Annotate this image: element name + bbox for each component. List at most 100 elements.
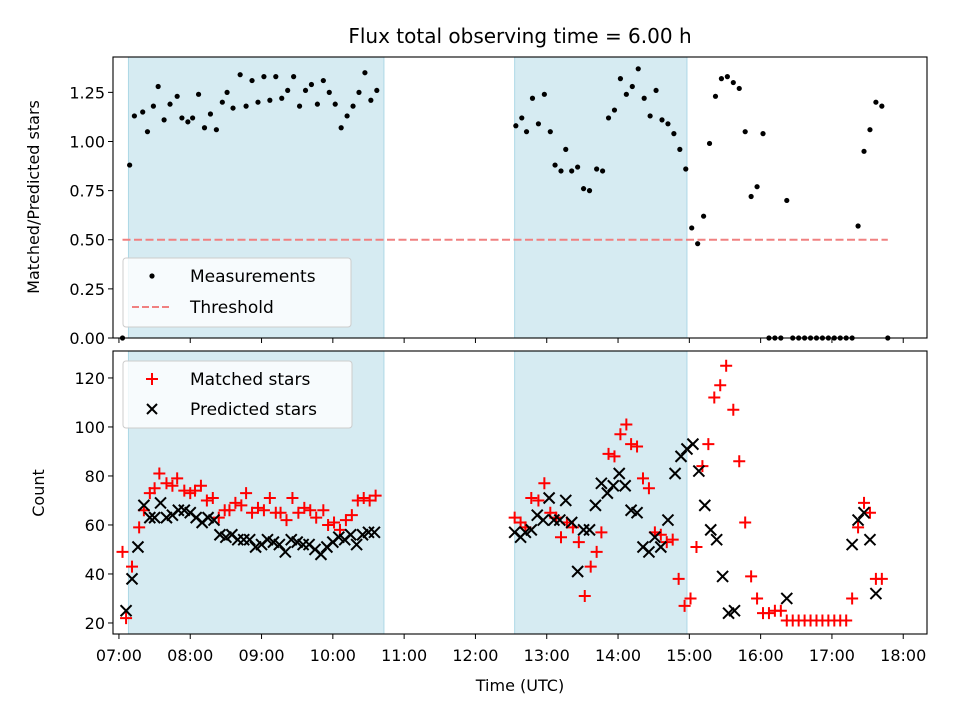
x-tick-label: 17:00 — [809, 646, 855, 665]
measurement-point — [677, 146, 683, 152]
legend-x-marker — [146, 403, 158, 415]
matched-star-point — [328, 516, 341, 529]
measurement-point — [219, 99, 225, 105]
matched-star-point — [875, 572, 888, 585]
matched-star-point — [223, 504, 236, 517]
matched-star-point — [357, 492, 370, 505]
y-tick-label: 0.00 — [69, 329, 105, 348]
predicted-star-point — [525, 523, 538, 537]
predicted-star-point — [686, 437, 700, 451]
matched-star-point — [178, 484, 191, 497]
y-tick-label: 80 — [85, 467, 105, 486]
count-axes: 20 40 60 80 100 120 07:00 08:00 09:00 10:00 11:00 1… — [74, 369, 926, 665]
measurement-point — [332, 101, 338, 107]
flux-plot-area — [119, 66, 891, 341]
x-axis-label: Time (UTC) — [475, 676, 564, 695]
x-tick-label: 07:00 — [96, 646, 142, 665]
y-tick-label: 1.25 — [69, 83, 105, 102]
measurement-point — [302, 87, 309, 94]
x-tick-label: 12:00 — [452, 646, 498, 665]
matched-star-point — [251, 501, 264, 514]
matched-star-point — [636, 472, 649, 485]
measurement-point — [695, 241, 701, 247]
predicted-star-point — [630, 506, 644, 519]
y-tick-label: 20 — [85, 614, 105, 633]
predicted-star-point — [279, 545, 292, 559]
predicted-star-point — [661, 513, 675, 527]
measurement-point — [575, 164, 581, 170]
x-tick-label: 18:00 — [880, 646, 926, 665]
matched-star-point — [672, 572, 685, 585]
x-tick-label: 11:00 — [381, 646, 427, 665]
predicted-star-point — [857, 506, 871, 519]
measurement-point — [190, 115, 196, 121]
measurement-point — [296, 103, 303, 109]
measurement-point — [201, 125, 208, 131]
matched-star-point — [625, 438, 638, 451]
matched-star-point — [720, 359, 733, 372]
measurement-point — [374, 87, 380, 94]
measurement-point — [213, 127, 219, 133]
measurement-point — [279, 95, 285, 101]
predicted-star-point — [344, 528, 357, 541]
matched-star-point — [194, 479, 207, 492]
measurement-point — [362, 70, 368, 76]
predicted-star-point — [125, 572, 139, 586]
predicted-star-point — [607, 479, 620, 492]
measurement-point — [580, 186, 587, 192]
matched-star-point — [727, 403, 740, 416]
matched-star-point — [642, 482, 655, 495]
predicted-star-point — [648, 531, 662, 544]
matched-star-point — [257, 504, 270, 517]
matched-star-point — [595, 526, 608, 539]
flux-axes-frame — [112, 56, 928, 339]
matched-star-point — [745, 570, 758, 583]
predicted-star-point — [654, 540, 668, 554]
measurement-point — [174, 93, 180, 99]
count-axes-frame — [112, 350, 928, 635]
y-tick-label: 1.00 — [69, 132, 105, 151]
measurement-point — [519, 115, 525, 121]
measurement-point — [629, 83, 635, 90]
matched-star-point — [762, 607, 775, 620]
matched-star-point — [678, 599, 691, 612]
measurement-point — [344, 113, 350, 119]
predicted-star-point — [595, 477, 608, 490]
matched-star-point — [240, 487, 253, 500]
y-tick-label: 100 — [74, 418, 105, 437]
measurement-point — [547, 129, 553, 135]
measurement-point — [718, 76, 725, 82]
predicted-star-point — [553, 513, 567, 527]
matched-star-point — [126, 560, 139, 573]
matched-star-point — [708, 391, 721, 404]
measurement-point — [594, 166, 600, 172]
measurement-point — [784, 197, 790, 204]
x-tick-label: 14:00 — [595, 646, 641, 665]
measurement-point — [563, 146, 569, 152]
measurement-point — [150, 103, 157, 109]
matched-star-point — [532, 494, 545, 507]
measurement-point — [179, 115, 185, 121]
matched-star-point — [153, 467, 166, 480]
measurement-point — [326, 89, 332, 95]
matched-star-point — [229, 496, 242, 509]
legend-plus-marker — [146, 373, 158, 385]
x-tick-label: 13:00 — [524, 646, 570, 665]
predicted-star-point — [613, 467, 626, 480]
measurement-point — [267, 97, 273, 103]
matched-star-point — [120, 612, 133, 625]
predicted-star-point — [845, 538, 859, 551]
matched-star-point — [840, 614, 853, 627]
measurement-point — [586, 188, 593, 194]
matched-star-point — [690, 541, 703, 554]
measurement-point — [207, 111, 214, 117]
x-tick-label: 15:00 — [666, 646, 712, 665]
predicted-star-point — [869, 587, 883, 600]
matched-star-point — [846, 592, 859, 605]
measurement-point — [140, 109, 146, 115]
y-tick-label: 60 — [85, 516, 105, 535]
measurement-point — [230, 105, 236, 111]
measurement-point — [730, 79, 736, 86]
y-tick-label: 0.75 — [69, 182, 105, 201]
matched-star-point — [171, 472, 184, 485]
